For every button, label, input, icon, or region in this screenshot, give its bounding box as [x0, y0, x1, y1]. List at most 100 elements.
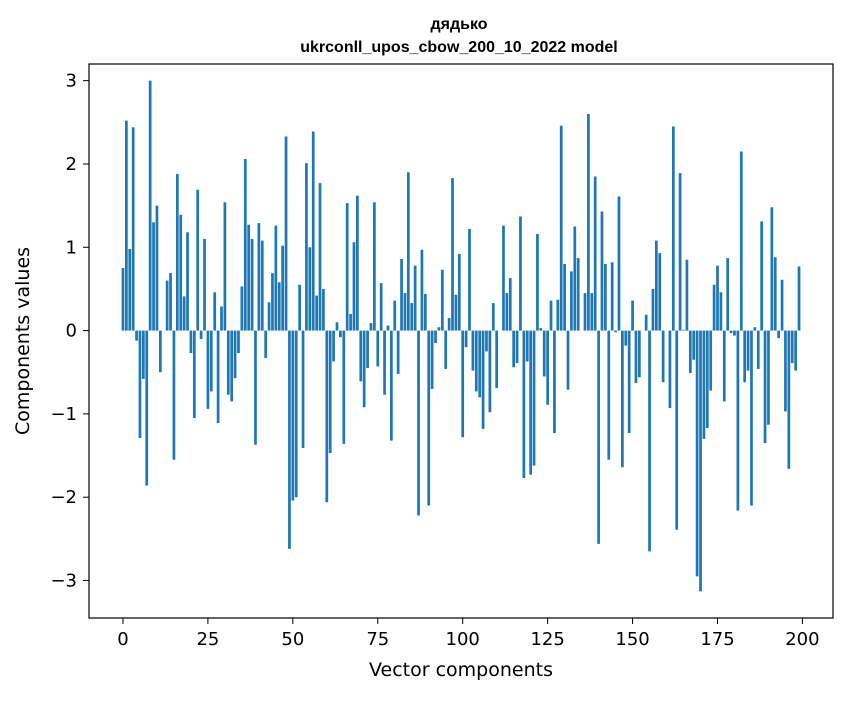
- bar: [241, 286, 244, 330]
- bar: [254, 331, 257, 445]
- bar: [438, 327, 441, 330]
- x-tick-label: 50: [281, 629, 304, 650]
- bar: [546, 331, 549, 405]
- bar: [200, 331, 203, 339]
- bar: [251, 239, 254, 331]
- bar: [288, 331, 291, 549]
- bar: [475, 331, 478, 392]
- bar: [400, 259, 403, 331]
- x-tick-label: 175: [700, 629, 734, 650]
- bar: [573, 226, 576, 330]
- bar: [122, 268, 125, 330]
- bar: [679, 173, 682, 330]
- bar: [455, 295, 458, 331]
- bar: [733, 331, 736, 336]
- bar: [220, 306, 223, 330]
- bar: [230, 331, 233, 402]
- bar: [183, 296, 186, 330]
- bar: [767, 331, 770, 425]
- bar: [502, 226, 505, 331]
- bar: [478, 331, 481, 398]
- bar: [383, 331, 386, 395]
- bar: [675, 331, 678, 530]
- bar: [723, 331, 726, 402]
- bar: [176, 174, 179, 331]
- bar: [760, 221, 763, 330]
- bar: [563, 264, 566, 331]
- bar: [312, 131, 315, 330]
- y-tick-label: 3: [66, 71, 77, 92]
- bar: [268, 302, 271, 330]
- bar: [703, 331, 706, 439]
- bar: [353, 242, 356, 330]
- bar: [319, 183, 322, 330]
- bar: [536, 234, 539, 331]
- bar: [699, 331, 702, 592]
- x-tick-label: 125: [530, 629, 564, 650]
- bar: [458, 254, 461, 331]
- bar: [135, 331, 138, 341]
- x-tick-label: 200: [785, 629, 819, 650]
- bar: [387, 326, 390, 331]
- bar: [506, 293, 509, 330]
- bar: [696, 331, 699, 577]
- bar: [451, 178, 454, 330]
- bar: [489, 331, 492, 413]
- bar: [224, 202, 227, 330]
- bar: [631, 301, 634, 331]
- bar: [468, 229, 471, 331]
- bar: [689, 331, 692, 373]
- bar: [258, 223, 261, 330]
- bar: [247, 225, 250, 331]
- bar: [359, 331, 362, 382]
- bar: [594, 176, 597, 330]
- bar: [706, 331, 709, 428]
- bar: [332, 331, 335, 362]
- bar: [774, 257, 777, 330]
- bar: [482, 331, 485, 429]
- bar: [410, 303, 413, 330]
- bar: [781, 280, 784, 331]
- bar: [539, 328, 542, 331]
- bar: [485, 331, 488, 352]
- bar: [417, 331, 420, 516]
- bar: [322, 289, 325, 331]
- bar: [550, 301, 553, 331]
- bar: [655, 241, 658, 331]
- bar: [145, 331, 148, 486]
- x-tick-label: 150: [615, 629, 649, 650]
- bar: [461, 331, 464, 438]
- x-tick-label: 25: [196, 629, 219, 650]
- bar: [193, 331, 196, 418]
- bar: [152, 222, 155, 330]
- bar: [737, 331, 740, 511]
- bar: [363, 331, 366, 408]
- bar: [652, 289, 655, 331]
- bar: [149, 81, 152, 331]
- bar: [295, 331, 298, 498]
- bar: [448, 318, 451, 331]
- bar: [441, 270, 444, 331]
- bar: [424, 294, 427, 331]
- bar: [373, 202, 376, 330]
- bar: [784, 331, 787, 412]
- bar: [624, 331, 627, 346]
- bar: [227, 331, 230, 395]
- bar: [427, 331, 430, 506]
- bar: [370, 323, 373, 331]
- bar: [281, 246, 284, 331]
- y-tick-label: −1: [50, 404, 77, 425]
- bar: [529, 331, 532, 475]
- bar: [533, 331, 536, 466]
- y-tick-label: 1: [66, 237, 77, 258]
- bar: [587, 114, 590, 331]
- bar: [346, 203, 349, 330]
- bar: [686, 260, 689, 331]
- bar: [336, 322, 339, 330]
- bar: [132, 127, 135, 330]
- bar: [339, 331, 342, 338]
- bar: [672, 126, 675, 330]
- bar: [315, 296, 318, 331]
- bar: [291, 331, 294, 501]
- bar: [553, 331, 556, 433]
